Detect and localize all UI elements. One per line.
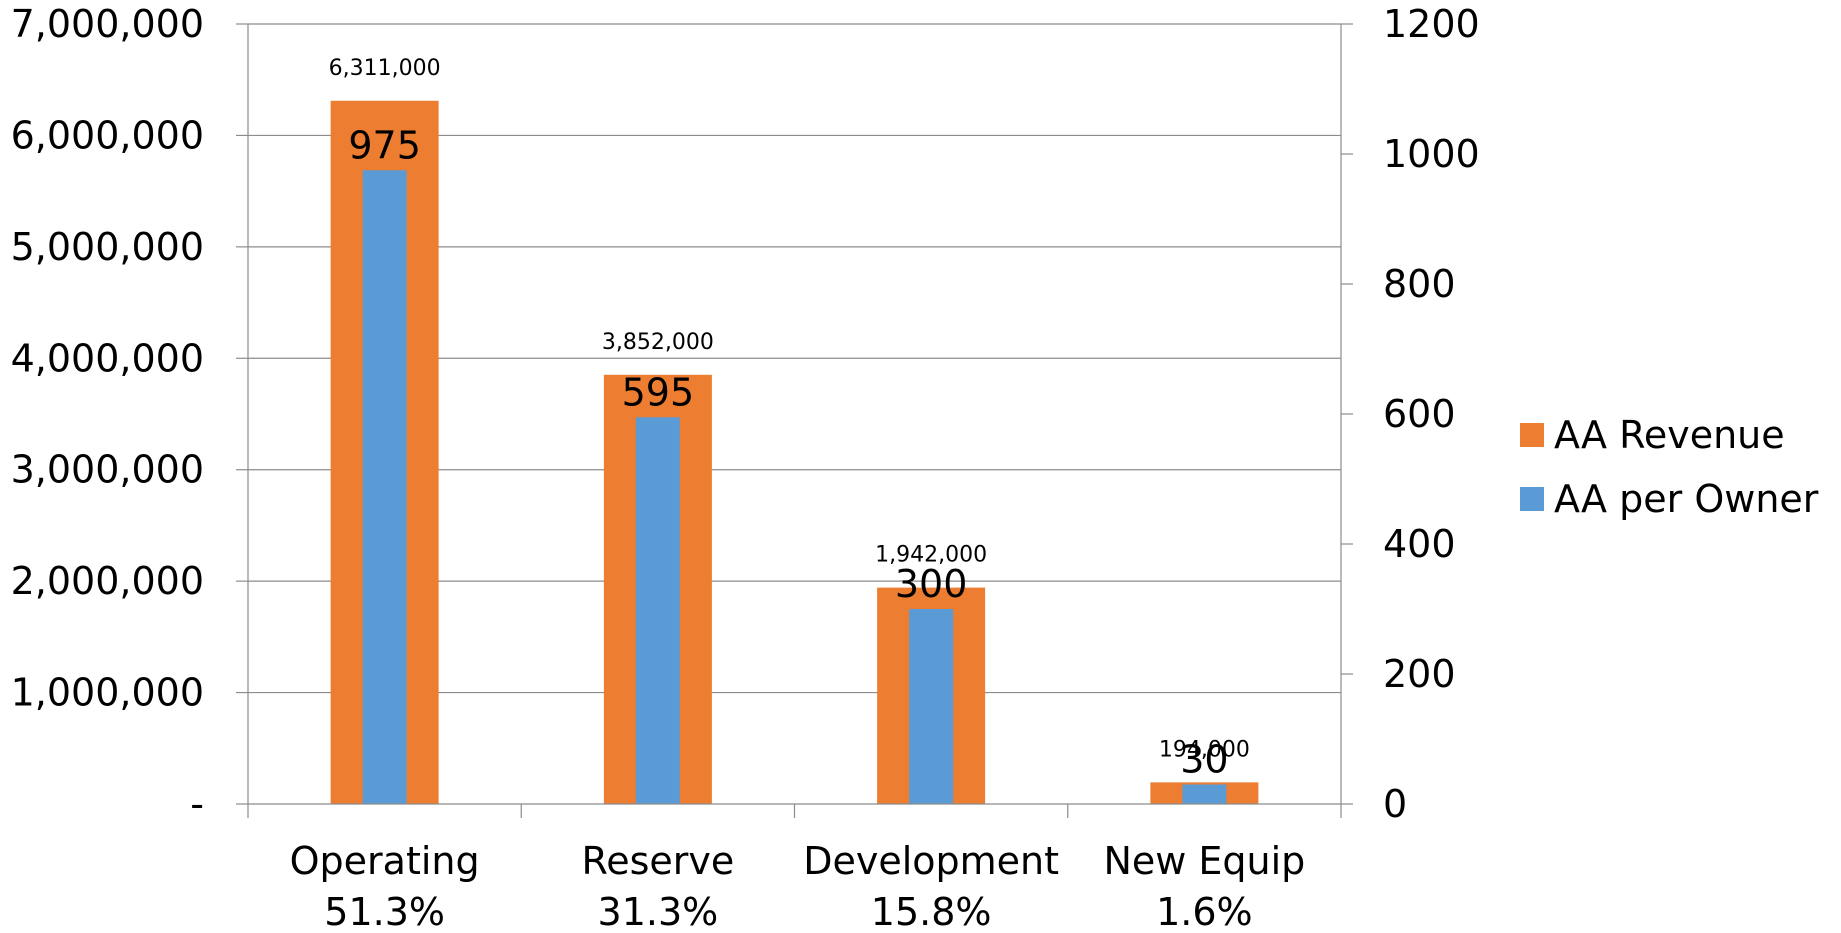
right-tick-label: 1000 xyxy=(1383,132,1480,176)
left-tick-label: - xyxy=(190,782,204,826)
right-tick-label: 800 xyxy=(1383,262,1456,306)
left-tick-label: 5,000,000 xyxy=(11,225,204,269)
category-label: Development xyxy=(803,839,1059,883)
left-tick-label: 3,000,000 xyxy=(11,448,204,492)
right-tick-label: 1200 xyxy=(1383,2,1480,46)
left-tick-label: 2,000,000 xyxy=(11,559,204,603)
legend-swatch xyxy=(1520,423,1544,447)
category-subtitle: 1.6% xyxy=(1156,890,1253,933)
bar-aa-per-owner xyxy=(362,170,407,804)
category-labels: Operating 51.3% Reserve 31.3% Development 15.… xyxy=(290,839,1306,933)
data-label-aa-revenue: 194,000 xyxy=(1159,737,1250,762)
data-label-aa-revenue: 3,852,000 xyxy=(602,330,714,355)
left-tick-label: 4,000,000 xyxy=(11,336,204,380)
bars xyxy=(330,100,1259,804)
right-tick-label: 200 xyxy=(1383,652,1456,696)
legend: AA Revenue AA per Owner xyxy=(1520,413,1819,521)
data-label-aa-per-owner: 975 xyxy=(348,123,421,167)
bar-aa-per-owner xyxy=(1182,784,1227,804)
left-tick-label: 1,000,000 xyxy=(11,671,204,715)
right-tick-label: 0 xyxy=(1383,782,1407,826)
data-label-aa-per-owner: 595 xyxy=(622,370,695,414)
left-axis-ticks: - 1,000,000 2,000,000 3,000,000 4,000,000 5,0… xyxy=(11,2,204,826)
category-label: New Equip xyxy=(1103,839,1305,883)
category-subtitle: 15.8% xyxy=(871,890,992,933)
legend-label: AA per Owner xyxy=(1554,477,1819,521)
bar-aa-per-owner xyxy=(635,417,680,804)
data-label-aa-revenue: 6,311,000 xyxy=(329,56,441,81)
axes xyxy=(236,23,1353,818)
data-label-aa-revenue: 1,942,000 xyxy=(875,543,987,568)
legend-swatch xyxy=(1520,487,1544,511)
data-label-aa-per-owner: 30 xyxy=(1180,738,1228,782)
category-label: Operating xyxy=(290,839,480,883)
category-label: Reserve xyxy=(582,839,735,883)
left-tick-label: 7,000,000 xyxy=(11,2,204,46)
data-label-aa-per-owner: 300 xyxy=(895,562,968,606)
right-tick-label: 400 xyxy=(1383,522,1456,566)
right-axis-ticks: 0 200 400 600 800 1000 1200 xyxy=(1383,2,1480,826)
right-tick-label: 600 xyxy=(1383,392,1456,436)
category-subtitle: 31.3% xyxy=(598,890,719,933)
legend-label: AA Revenue xyxy=(1554,413,1785,457)
left-tick-label: 6,000,000 xyxy=(11,113,204,157)
category-subtitle: 51.3% xyxy=(324,890,445,933)
bar-aa-per-owner xyxy=(909,609,954,804)
